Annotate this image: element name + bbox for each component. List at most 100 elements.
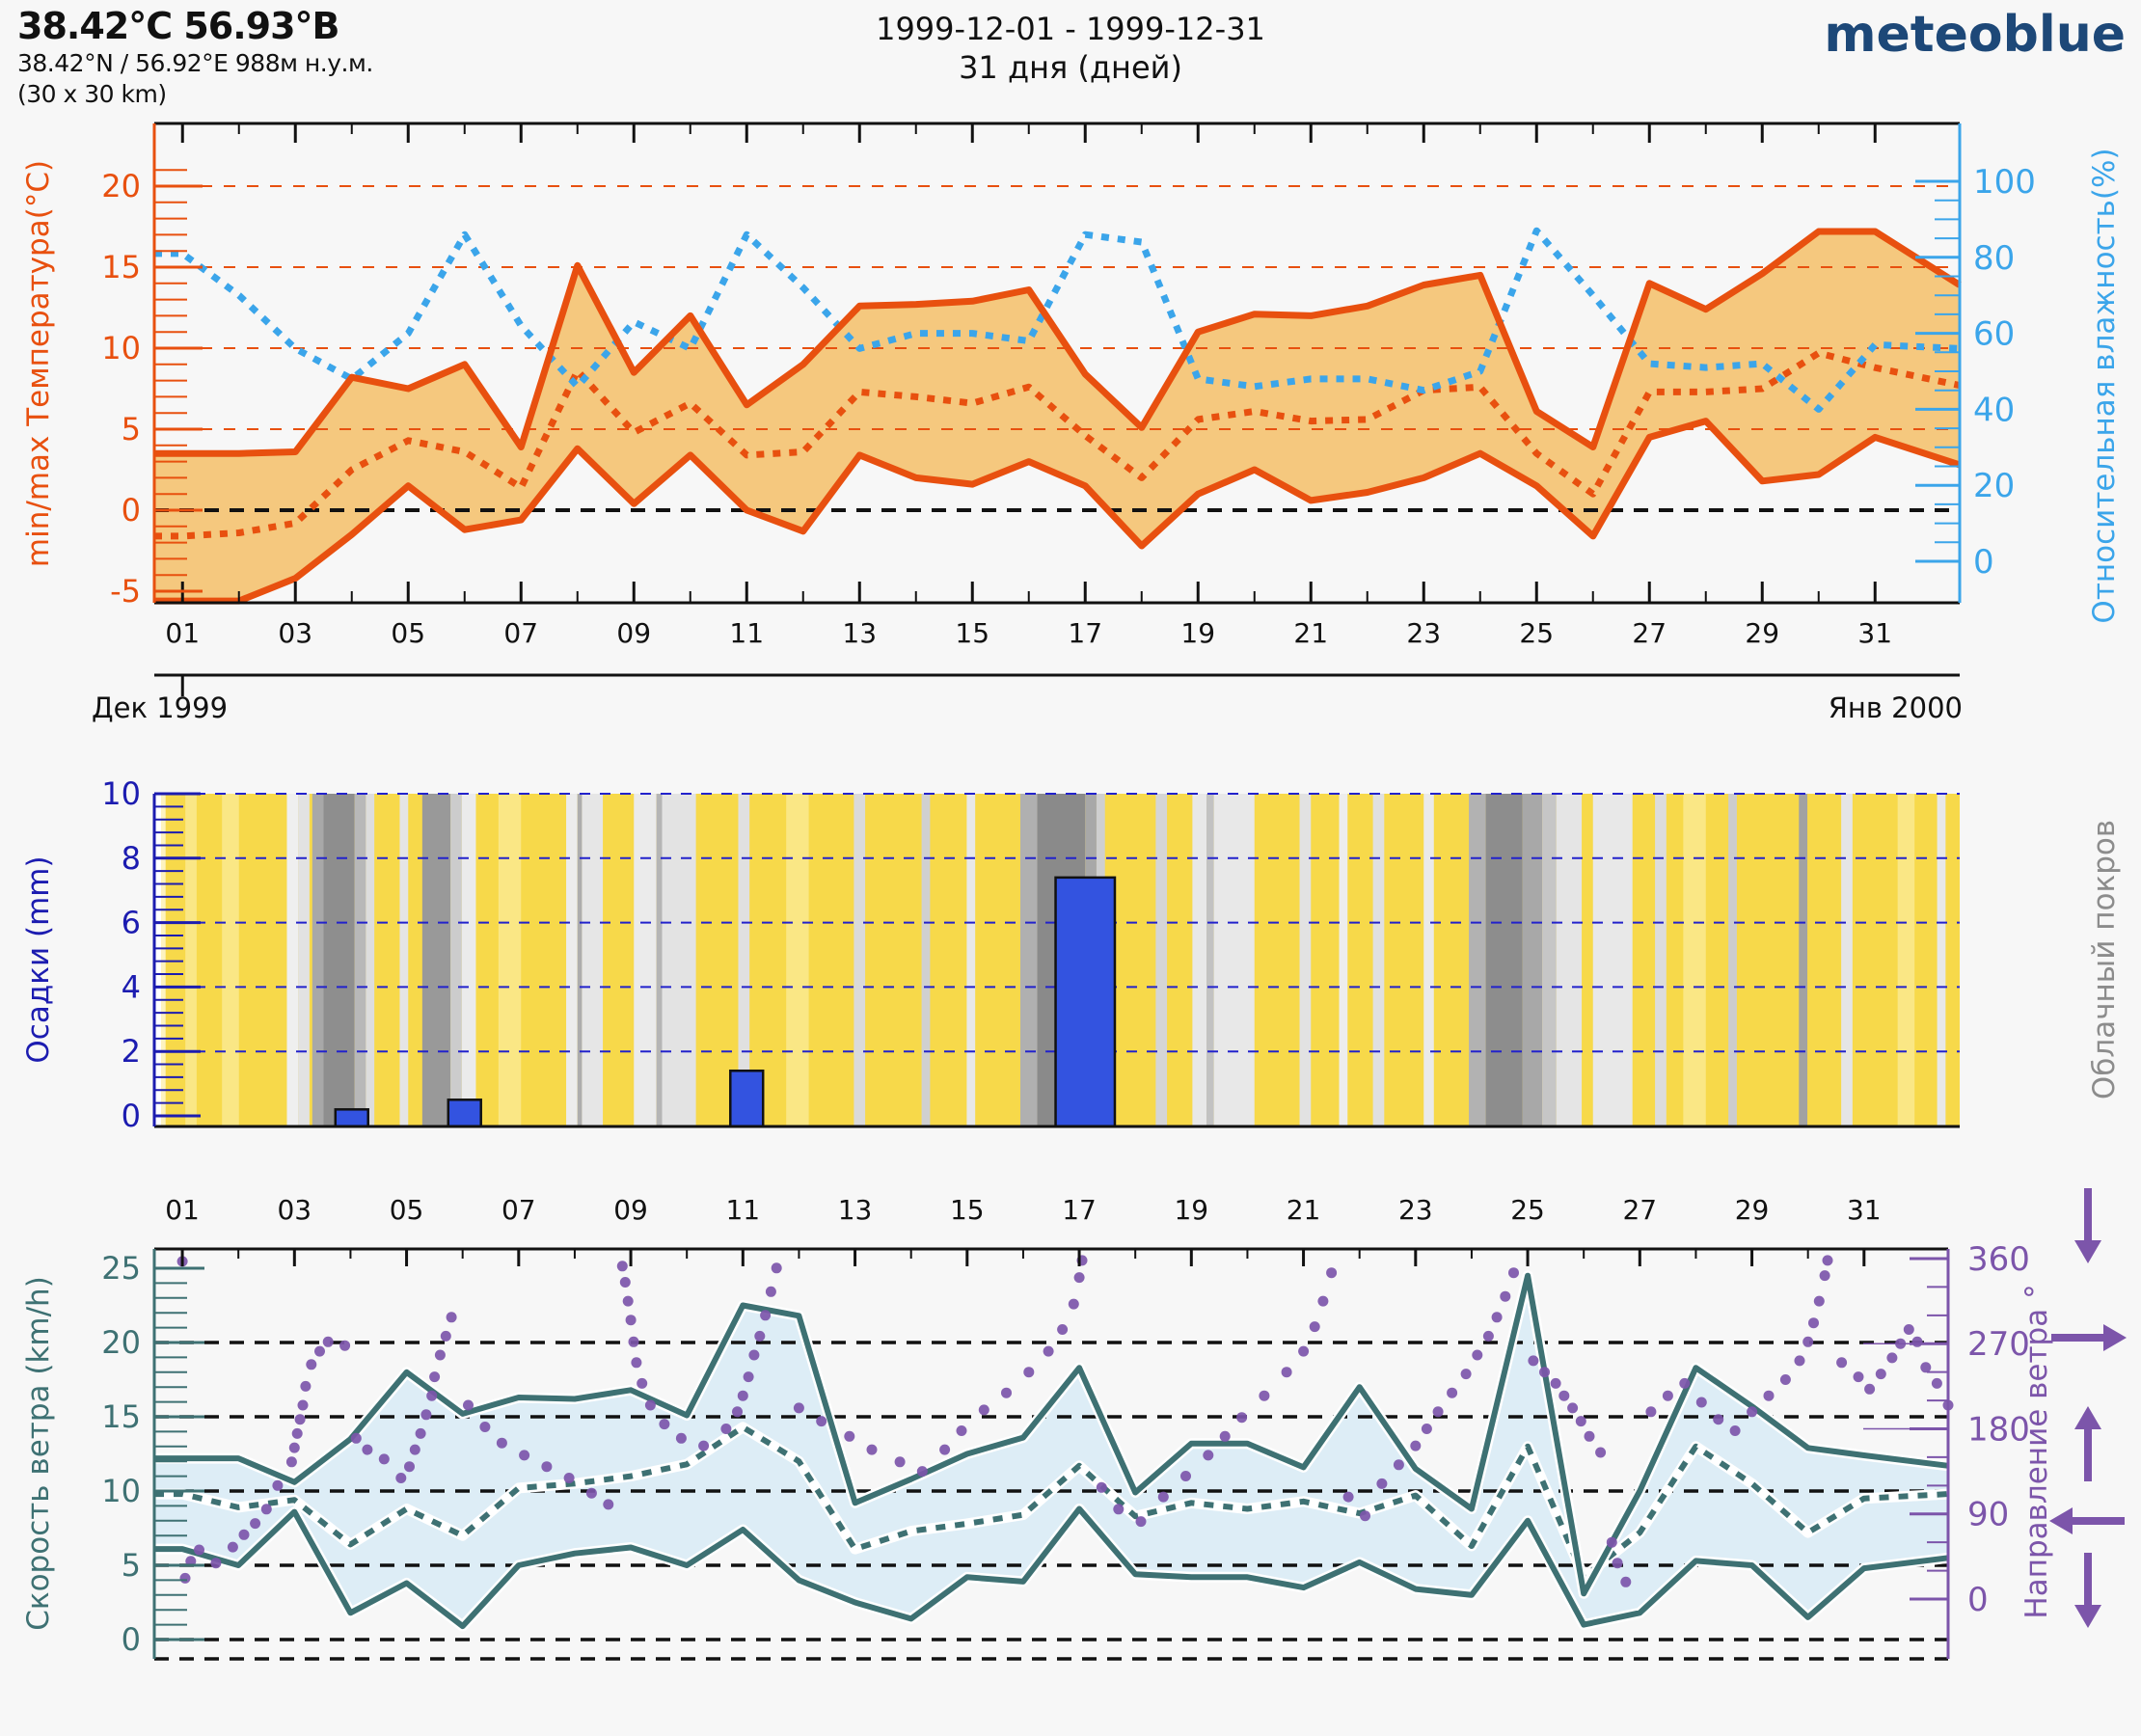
day-label: 17	[1062, 1194, 1097, 1226]
wind-direction-dot	[300, 1380, 312, 1392]
tick-label: 10	[101, 330, 141, 366]
day-label: 15	[950, 1194, 985, 1226]
precipitation-bar	[729, 1069, 765, 1128]
wind-direction-dot	[463, 1399, 474, 1411]
cloud-stripe	[421, 794, 451, 1126]
wind-direction-dot	[1558, 1390, 1570, 1401]
arrow-right-icon	[2051, 1324, 2127, 1351]
day-label: 19	[1180, 617, 1215, 649]
wind-direction-dot	[1550, 1377, 1561, 1389]
wind-direction-dot	[1645, 1406, 1657, 1418]
cloud-stripe	[1728, 794, 1737, 1126]
cloud-stripe	[399, 794, 409, 1126]
wind-direction-dot	[1500, 1290, 1511, 1302]
cloud-stripe	[854, 794, 866, 1126]
wind-direction-dot	[760, 1310, 772, 1321]
wind-direction-dot	[227, 1541, 238, 1553]
cloud-stripe	[222, 794, 239, 1126]
wind-direction-dots	[176, 1255, 1954, 1587]
wind-direction-dot	[404, 1461, 415, 1473]
wind-direction-dot	[1539, 1367, 1550, 1378]
wind-direction-dot	[637, 1377, 648, 1389]
cloud-stripe	[366, 794, 375, 1126]
wind-direction-dot	[1819, 1270, 1830, 1282]
day-label: 11	[725, 1194, 760, 1226]
month-axis: Дек 1999 Янв 2000	[92, 673, 1963, 724]
wind-direction-dot	[1903, 1324, 1914, 1335]
tick-label: 0	[1973, 543, 1994, 582]
wind-direction-dot	[1808, 1317, 1819, 1329]
precipitation-bar	[334, 1108, 369, 1128]
wind-direction-dot	[956, 1425, 967, 1436]
tick-label: 15	[101, 1398, 141, 1435]
day-label: 01	[165, 1194, 200, 1226]
day-label: 31	[1847, 1194, 1882, 1226]
wind-direction-dot	[1853, 1371, 1864, 1383]
day-label: 23	[1398, 1194, 1433, 1226]
tick-label: 2	[122, 1033, 141, 1070]
wind-direction-dot	[1180, 1471, 1191, 1481]
tick-label: 100	[1973, 163, 2036, 202]
wind-direction-dot	[603, 1499, 614, 1510]
cloud-stripe	[1213, 794, 1255, 1126]
wind-direction-dot	[1567, 1402, 1579, 1414]
location-grid-size: (30 x 30 km)	[17, 80, 167, 109]
wind-direction-dot	[1920, 1362, 1932, 1373]
cloud-stripe	[1799, 794, 1808, 1126]
cloud-stripe	[1192, 794, 1207, 1126]
wind-direction-dot	[1482, 1330, 1494, 1342]
tick-label: -5	[110, 573, 141, 610]
wind-direction-dot	[1023, 1367, 1035, 1378]
day-label: 01	[165, 617, 200, 649]
wind-direction-dot	[1528, 1355, 1539, 1367]
wind-direction-dot	[294, 1414, 306, 1425]
tick-label: 360	[1967, 1240, 2030, 1279]
cloud-stripe	[1339, 794, 1348, 1126]
day-label: 11	[729, 617, 764, 649]
arrow-left-icon	[2049, 1507, 2125, 1534]
wind-direction-dot	[1001, 1387, 1012, 1398]
wind-direction-dot	[409, 1444, 420, 1455]
location-coordinates: 38.42°N / 56.92°E 988м н.у.м.	[17, 48, 373, 77]
tick-label: 20	[101, 1324, 141, 1361]
wind-direction-dot	[434, 1349, 446, 1361]
wind-direction-dot	[771, 1262, 782, 1274]
cloud-stripe	[634, 794, 657, 1126]
wind-direction-dot	[1236, 1412, 1248, 1424]
wind-direction-arrows	[2049, 1188, 2127, 1628]
header: 38.42°С 56.93°В 38.42°N / 56.92°E 988м н…	[0, 0, 2141, 116]
cloud-stripe	[1206, 794, 1214, 1126]
wind-direction-dot	[362, 1444, 373, 1455]
wind-direction-dot	[616, 1261, 628, 1272]
day-label: 07	[503, 617, 538, 649]
meteoblue-logo[interactable]: meteoblue	[1824, 6, 2126, 64]
wind-direction-dot	[1410, 1440, 1422, 1451]
axis-title: Относительная влажность(%)	[2087, 148, 2122, 623]
precipitation-axes: 0 2 4 6 8 10 Осадки (mm) Облачный покров	[21, 775, 2122, 1134]
precipitation-bar	[1054, 876, 1117, 1128]
wind-direction-dot	[1713, 1414, 1724, 1425]
wind-direction-dot	[631, 1357, 642, 1369]
cloud-stripe	[1423, 794, 1434, 1126]
cloud-stripe	[354, 794, 366, 1126]
wind-direction-dot	[625, 1315, 637, 1326]
cloud-stripe	[154, 794, 162, 1126]
cloud-stripe	[1841, 794, 1853, 1126]
tick-label: 270	[1967, 1325, 2030, 1364]
precipitation-bar	[447, 1099, 482, 1128]
axis-title: Скорость ветра (km/h)	[21, 1276, 56, 1631]
wind-direction-dot	[1662, 1390, 1673, 1401]
wind-direction-dot	[260, 1504, 272, 1515]
wind-direction-dot	[1491, 1312, 1503, 1323]
wind-direction-dot	[1460, 1369, 1472, 1380]
wind-direction-dot	[659, 1419, 670, 1430]
wind-direction-dot	[732, 1406, 743, 1418]
day-label: 03	[277, 1194, 312, 1226]
day-label: 15	[955, 617, 989, 649]
wind-max-line	[154, 1272, 1949, 1597]
wind-direction-dot	[1113, 1504, 1125, 1515]
tick-label: 4	[122, 968, 141, 1005]
wind-min-line	[154, 1505, 1949, 1630]
wind-direction-dot	[765, 1286, 776, 1297]
